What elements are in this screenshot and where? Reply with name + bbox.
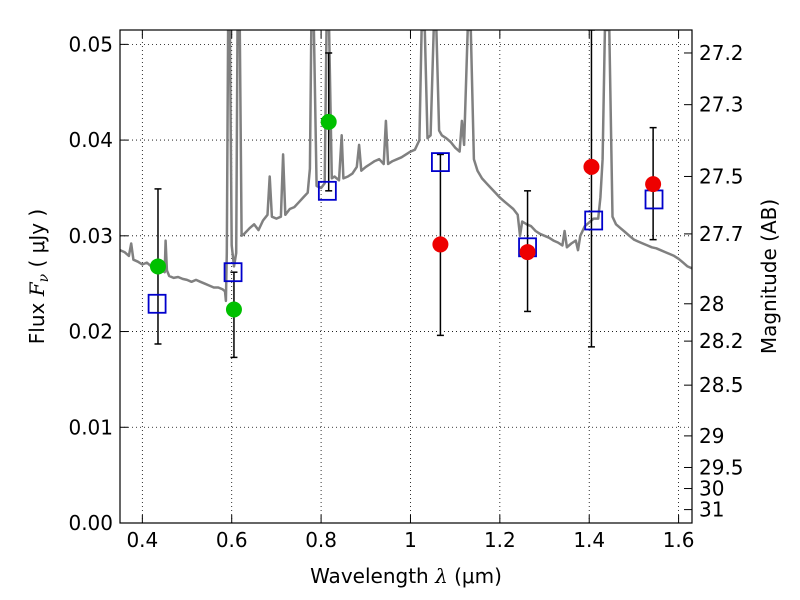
plot-layer [120, 30, 692, 359]
magnitude-tick-label: 27.2 [699, 41, 744, 65]
model-flux-square [223, 262, 243, 283]
y-axis-label: Flux Fν ( μJy ) [25, 209, 52, 344]
red-data-point [432, 236, 449, 253]
magnitude-tick-label: 29 [699, 424, 724, 448]
model-flux-square [317, 180, 337, 201]
model-flux-square [147, 293, 167, 314]
magnitude-tick-label: 28.2 [699, 329, 744, 353]
red-data-point [645, 176, 662, 193]
y-tick-label: 0.05 [68, 32, 113, 56]
magnitude-tick-label: 27.5 [699, 164, 744, 188]
magnitude-tick-label: 27.3 [699, 93, 744, 117]
y-tick-label: 0.04 [68, 128, 113, 152]
model-flux-square [644, 189, 664, 210]
red-data-point [519, 244, 536, 261]
magnitude-tick-label: 27.7 [699, 222, 744, 246]
magnitude-tick-label: 31 [699, 498, 724, 522]
green-data-point [225, 301, 242, 318]
y-axis-label-subscript: ν [36, 273, 52, 282]
x-axis-label-unit: (μm) [448, 564, 502, 588]
y-axis-label-prefix: Flux [25, 296, 49, 344]
y-tick-label: 0.03 [68, 224, 113, 248]
x-tick-label: 0.8 [305, 528, 337, 552]
y-tick-label: 0.00 [68, 511, 113, 535]
x-tick-label: 1.4 [573, 528, 605, 552]
y-axis-label-symbol: F [25, 281, 49, 297]
x-tick-label: 0.6 [216, 528, 248, 552]
x-axis-label-symbol: λ [434, 564, 448, 588]
green-data-point [149, 258, 166, 275]
magnitude-tick-label: 29.5 [699, 455, 744, 479]
x-tick-label: 1.2 [484, 528, 516, 552]
red-data-point [583, 158, 600, 175]
x-tick-label: 0.4 [126, 528, 158, 552]
model-flux-square [431, 152, 450, 173]
magnitude-tick-label: 30 [699, 477, 724, 501]
tick-layer: 0.4 0.6 0.8 1 1.2 1.4 1.6 0.00 0.01 0.02 0.03 0.04 0… [68, 30, 744, 552]
model-flux-square [584, 210, 604, 231]
green-data-point [320, 113, 337, 130]
magnitude-tick-label: 28.5 [699, 373, 744, 397]
plot-frame [119, 29, 693, 524]
x-axis-label-prefix: Wavelength [310, 564, 435, 588]
y-tick-label: 0.02 [68, 320, 113, 344]
spectrum-line [120, 30, 692, 303]
x-axis-label: Wavelength λ (μm) [310, 564, 502, 588]
magnitude-tick-label: 28 [699, 292, 724, 316]
y-axis-label-unit: ( μJy ) [25, 209, 49, 274]
x-tick-label: 1 [404, 528, 417, 552]
grid-layer [120, 30, 692, 523]
x-tick-label: 1.6 [663, 528, 695, 552]
y-tick-label: 0.01 [68, 415, 113, 439]
magnitude-axis-label: Magnitude (AB) [757, 199, 781, 354]
